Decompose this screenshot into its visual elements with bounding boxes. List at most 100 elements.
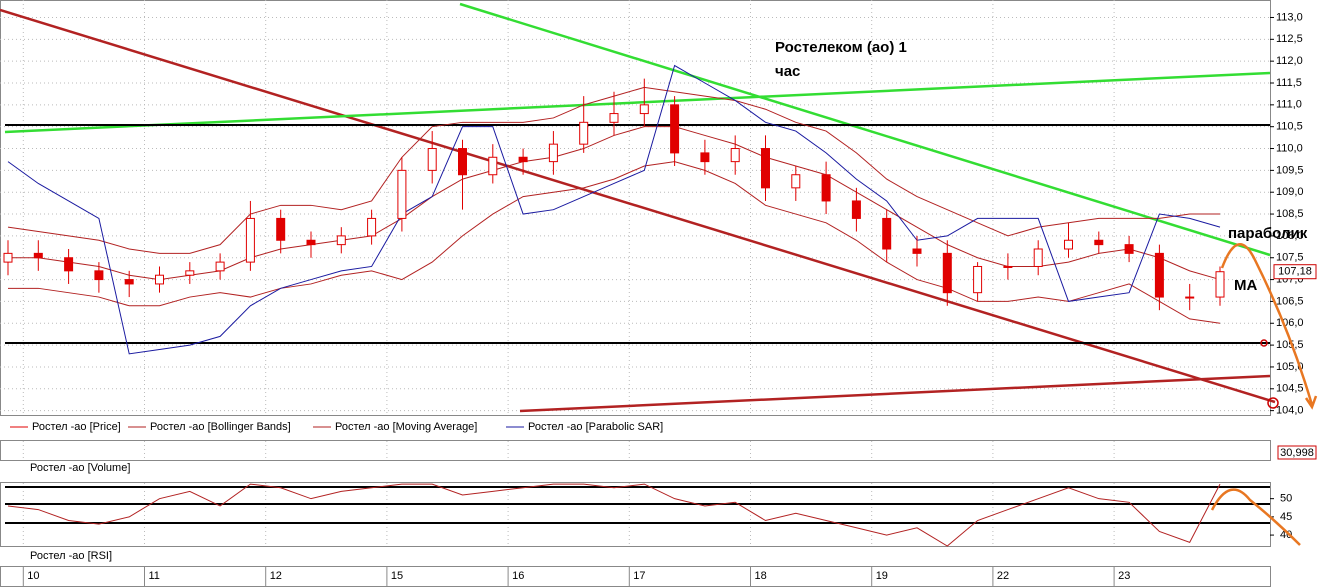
candle-body — [367, 217, 377, 237]
volume-value: 30,998 — [1280, 447, 1314, 459]
last-price: 107,18 — [1278, 266, 1312, 278]
candle-body — [639, 104, 649, 115]
x-tick-label: 17 — [633, 570, 645, 582]
candle-body — [942, 252, 952, 294]
x-tick-label: 23 — [1118, 570, 1130, 582]
candle-body — [1003, 265, 1013, 268]
x-tick-label: 18 — [755, 570, 767, 582]
panel-label: Ростел -ао [RSI] — [30, 550, 112, 562]
candle-body — [64, 257, 74, 272]
marker — [1260, 339, 1268, 347]
candle-body — [973, 265, 983, 294]
y-tick-label: 110,5 — [1276, 121, 1303, 133]
candle-body — [700, 152, 710, 163]
candle-body — [791, 174, 801, 189]
candle-body — [276, 217, 286, 241]
rsi-line — [7, 483, 1221, 547]
x-tick-label: 12 — [270, 570, 282, 582]
y-tick-label: 106,0 — [1276, 317, 1304, 329]
trend-line — [459, 2, 1271, 257]
trend-line — [0, 8, 1276, 404]
arrow-head — [1304, 395, 1318, 410]
panel-frames — [0, 0, 1271, 587]
x-tick-label: 16 — [512, 570, 524, 582]
value-box — [1273, 264, 1317, 280]
plot: 107,18 Ростел -ао [Price] Ростел -ао [Boll… — [3, 64, 1317, 547]
candle-body — [1215, 271, 1225, 298]
y-tick-label: 108,0 — [1276, 230, 1304, 242]
legend-label: Ростел -ао [Bollinger Bands] — [150, 421, 291, 433]
candle-body — [730, 148, 740, 163]
y-tick-label: 110,0 — [1276, 142, 1303, 154]
y-tick-label: 104,5 — [1276, 383, 1304, 395]
x-tick-label: 22 — [997, 570, 1009, 582]
price-frame — [0, 0, 1271, 416]
value-box — [1277, 445, 1317, 460]
candle-body — [882, 217, 892, 250]
candle-body — [336, 235, 346, 246]
candle-body — [1185, 296, 1195, 299]
candle-body — [761, 148, 770, 189]
candle-body — [3, 252, 13, 263]
candle-body — [215, 261, 225, 272]
candle-body — [1094, 239, 1104, 246]
forecast-arrow — [1210, 488, 1301, 546]
candle-body — [670, 104, 680, 154]
candle-body — [397, 169, 407, 219]
annotation: параболик — [1228, 225, 1308, 242]
candle-body — [1154, 252, 1164, 298]
y-tick-label: 45 — [1280, 511, 1292, 523]
candle-body — [1064, 239, 1073, 250]
legend-label: Ростел -ао [Price] — [32, 421, 121, 433]
candle-body — [912, 248, 922, 254]
y-tick-label: 109,5 — [1276, 164, 1304, 176]
candle-body — [821, 174, 831, 202]
candle-body — [579, 121, 589, 145]
x-tick-label: 15 — [391, 570, 403, 582]
candle-body — [609, 113, 619, 123]
trend-lines — [0, 2, 1276, 524]
y-tick-label: 108,5 — [1276, 208, 1304, 220]
y-tick-label: 111,0 — [1276, 99, 1302, 111]
indicator-line — [8, 161, 1221, 324]
candle-body — [94, 270, 104, 281]
chart-subtitle: час — [775, 63, 800, 80]
y-tick-label: 112,0 — [1276, 55, 1303, 67]
y-tick-label: 109,0 — [1276, 186, 1304, 198]
trend-line — [519, 374, 1271, 413]
y-tick-label: 105,5 — [1276, 339, 1304, 351]
candle-body — [548, 143, 558, 163]
y-tick-label: 112,5 — [1276, 33, 1303, 45]
forecast-arrow — [1220, 243, 1314, 406]
candle-body — [851, 200, 861, 219]
candle-body — [33, 252, 43, 259]
candle-body — [488, 156, 498, 176]
indicator-line — [7, 64, 1221, 355]
y-tick-label: 50 — [1280, 493, 1292, 505]
x-tick-label: 11 — [149, 570, 160, 582]
candle-body — [518, 156, 528, 163]
marker — [1267, 397, 1279, 409]
candle-body — [245, 217, 255, 263]
trend-line — [4, 71, 1271, 134]
candle-body — [1033, 248, 1043, 267]
candle-body — [306, 239, 316, 246]
candle-body — [185, 270, 195, 276]
legend-label: Ростел -ао [Parabolic SAR] — [528, 421, 663, 433]
y-tick-label: 106,5 — [1276, 295, 1304, 307]
y-tick-label: 113,0 — [1276, 11, 1303, 23]
candle-body — [124, 279, 134, 285]
y-tick-label: 40 — [1280, 529, 1292, 541]
y-tick-label: 111,5 — [1276, 77, 1302, 89]
candle-body — [1124, 244, 1134, 254]
x-tick-label: 19 — [876, 570, 888, 582]
forecast-arrows — [1210, 243, 1318, 546]
chart-title: Ростелеком (ао) 1 — [775, 39, 907, 56]
volume-frame — [0, 440, 1271, 461]
rsi-frame — [0, 482, 1271, 547]
annotation: MA — [1234, 277, 1257, 294]
candle-body — [155, 274, 164, 285]
candle-body — [458, 148, 467, 176]
